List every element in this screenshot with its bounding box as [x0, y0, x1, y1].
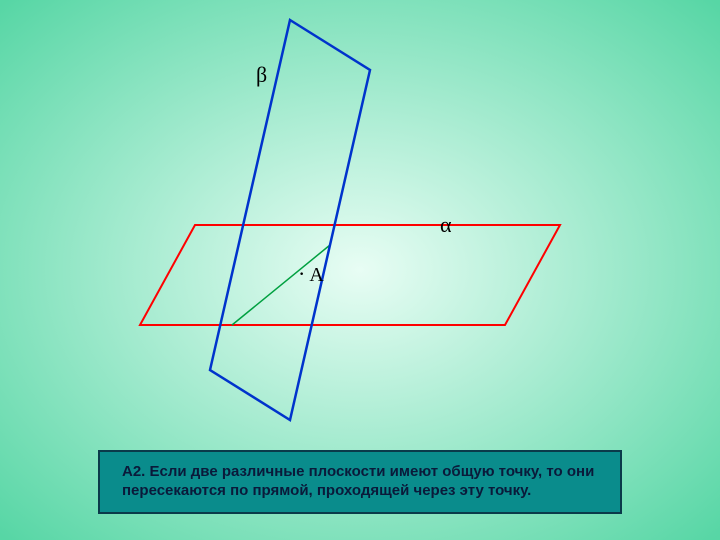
- diagram-stage: β α · А А2. Если две различные плоскости…: [0, 0, 720, 540]
- axiom-caption-box: А2. Если две различные плоскости имеют о…: [98, 450, 622, 514]
- point-a-dot: ·: [298, 261, 305, 286]
- plane-alpha-label: α: [440, 212, 452, 238]
- axiom-caption-text: А2. Если две различные плоскости имеют о…: [122, 463, 598, 501]
- plane-beta-label: β: [256, 62, 267, 88]
- point-a-label: А: [309, 264, 323, 286]
- point-a: · А: [298, 261, 324, 287]
